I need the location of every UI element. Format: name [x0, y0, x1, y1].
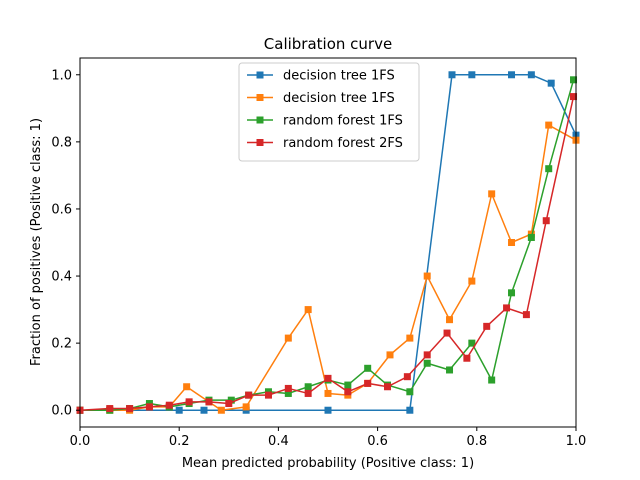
y-tick-label: 1.0 [51, 68, 72, 83]
series-2-point [468, 277, 476, 285]
x-tick-label: 0.2 [169, 434, 190, 449]
series-1-point [547, 79, 555, 87]
series-3-point [406, 388, 414, 396]
series-1-point [527, 71, 535, 79]
series-4-point [324, 374, 332, 382]
series-4-point [423, 351, 431, 359]
series-1-point [508, 71, 516, 79]
series-1-point [406, 406, 414, 414]
series-1-point [200, 406, 208, 414]
legend-swatch-marker [256, 71, 264, 79]
series-4-point [126, 405, 134, 413]
x-tick-label: 1.0 [566, 434, 587, 449]
x-tick-label: 0.0 [70, 434, 91, 449]
series-2-point [423, 272, 431, 280]
legend-swatch-marker [256, 139, 264, 146]
series-4-point [364, 379, 372, 387]
series-2-point [242, 403, 250, 411]
series-4-point [344, 388, 352, 396]
series-4-point [205, 398, 213, 406]
series-3-point [570, 76, 578, 84]
series-3-point [508, 289, 516, 297]
series-2-point [406, 334, 414, 342]
series-2-point [284, 334, 292, 342]
series-2-point [508, 239, 516, 246]
chart-title: Calibration curve [264, 35, 392, 53]
y-tick-label: 0.8 [51, 135, 72, 150]
series-4-point [384, 383, 392, 391]
y-tick-label: 0.4 [51, 270, 72, 285]
series-3-point [344, 381, 352, 389]
series-4-point [463, 354, 471, 362]
series-3-point [446, 366, 454, 374]
series-1-point [324, 406, 332, 414]
legend-label: random forest 1FS [283, 114, 403, 129]
y-tick-label: 0.2 [51, 337, 72, 352]
x-tick-label: 0.8 [466, 434, 487, 449]
series-4-point [165, 401, 173, 409]
series-2-point [217, 406, 225, 414]
series-4-point [264, 391, 272, 399]
series-4-point [403, 373, 411, 381]
series-2-point [488, 190, 496, 198]
series-4-point [284, 384, 292, 392]
series-3-point [468, 339, 476, 347]
series-1-point [448, 71, 456, 79]
series-2-point [446, 316, 454, 324]
x-tick-label: 0.6 [367, 434, 388, 449]
series-3-point [488, 376, 496, 384]
y-tick-label: 0.0 [51, 404, 72, 419]
series-4-point [570, 93, 578, 101]
series-2-point [545, 121, 553, 129]
legend-swatch-marker [256, 116, 264, 124]
axes: 0.0 0.2 0.4 0.6 0.8 1.0 0.0 0.2 0.4 0.6 0.8 1.0 [51, 57, 587, 449]
legend-label: decision tree 1FS [283, 69, 395, 84]
series-4-point [145, 403, 153, 411]
series-4-point [185, 398, 193, 406]
series-4-point [225, 400, 233, 408]
series-4-point [503, 304, 511, 312]
legend-box [238, 62, 420, 162]
series-2-point [304, 306, 312, 314]
series-3-point [364, 364, 372, 372]
series-line-2 [80, 124, 577, 411]
series-3-point [527, 233, 535, 241]
series-3-point [423, 359, 431, 367]
legend-label: decision tree 1FS [283, 91, 395, 106]
series-1-point [468, 71, 476, 79]
series-4-point [542, 217, 550, 225]
x-tick-label: 0.4 [268, 434, 289, 449]
series-3-point [545, 165, 553, 173]
series-4-point [443, 329, 451, 337]
series-2-point [183, 383, 191, 391]
series-4-point [522, 311, 530, 319]
series-4-point [483, 322, 491, 330]
series-4-point [304, 389, 312, 397]
series-4-point [106, 405, 114, 413]
legend-swatch-marker [256, 94, 264, 101]
series-3-point [284, 389, 292, 397]
legend: decision tree 1FS decision tree 1FS random… [238, 62, 420, 162]
y-tick-label: 0.6 [51, 202, 72, 217]
legend-label: random forest 2FS [283, 136, 403, 151]
x-axis-label: Mean predicted probability (Positive cla… [182, 456, 474, 471]
y-axis-label: Fraction of positives (Positive class: 1… [29, 118, 44, 366]
series-2-point [324, 389, 332, 397]
axes-frame [79, 57, 577, 428]
series-1-point [175, 406, 183, 414]
series-2-point [386, 351, 394, 359]
series-4-point [245, 391, 253, 399]
series-3-point [304, 383, 312, 391]
